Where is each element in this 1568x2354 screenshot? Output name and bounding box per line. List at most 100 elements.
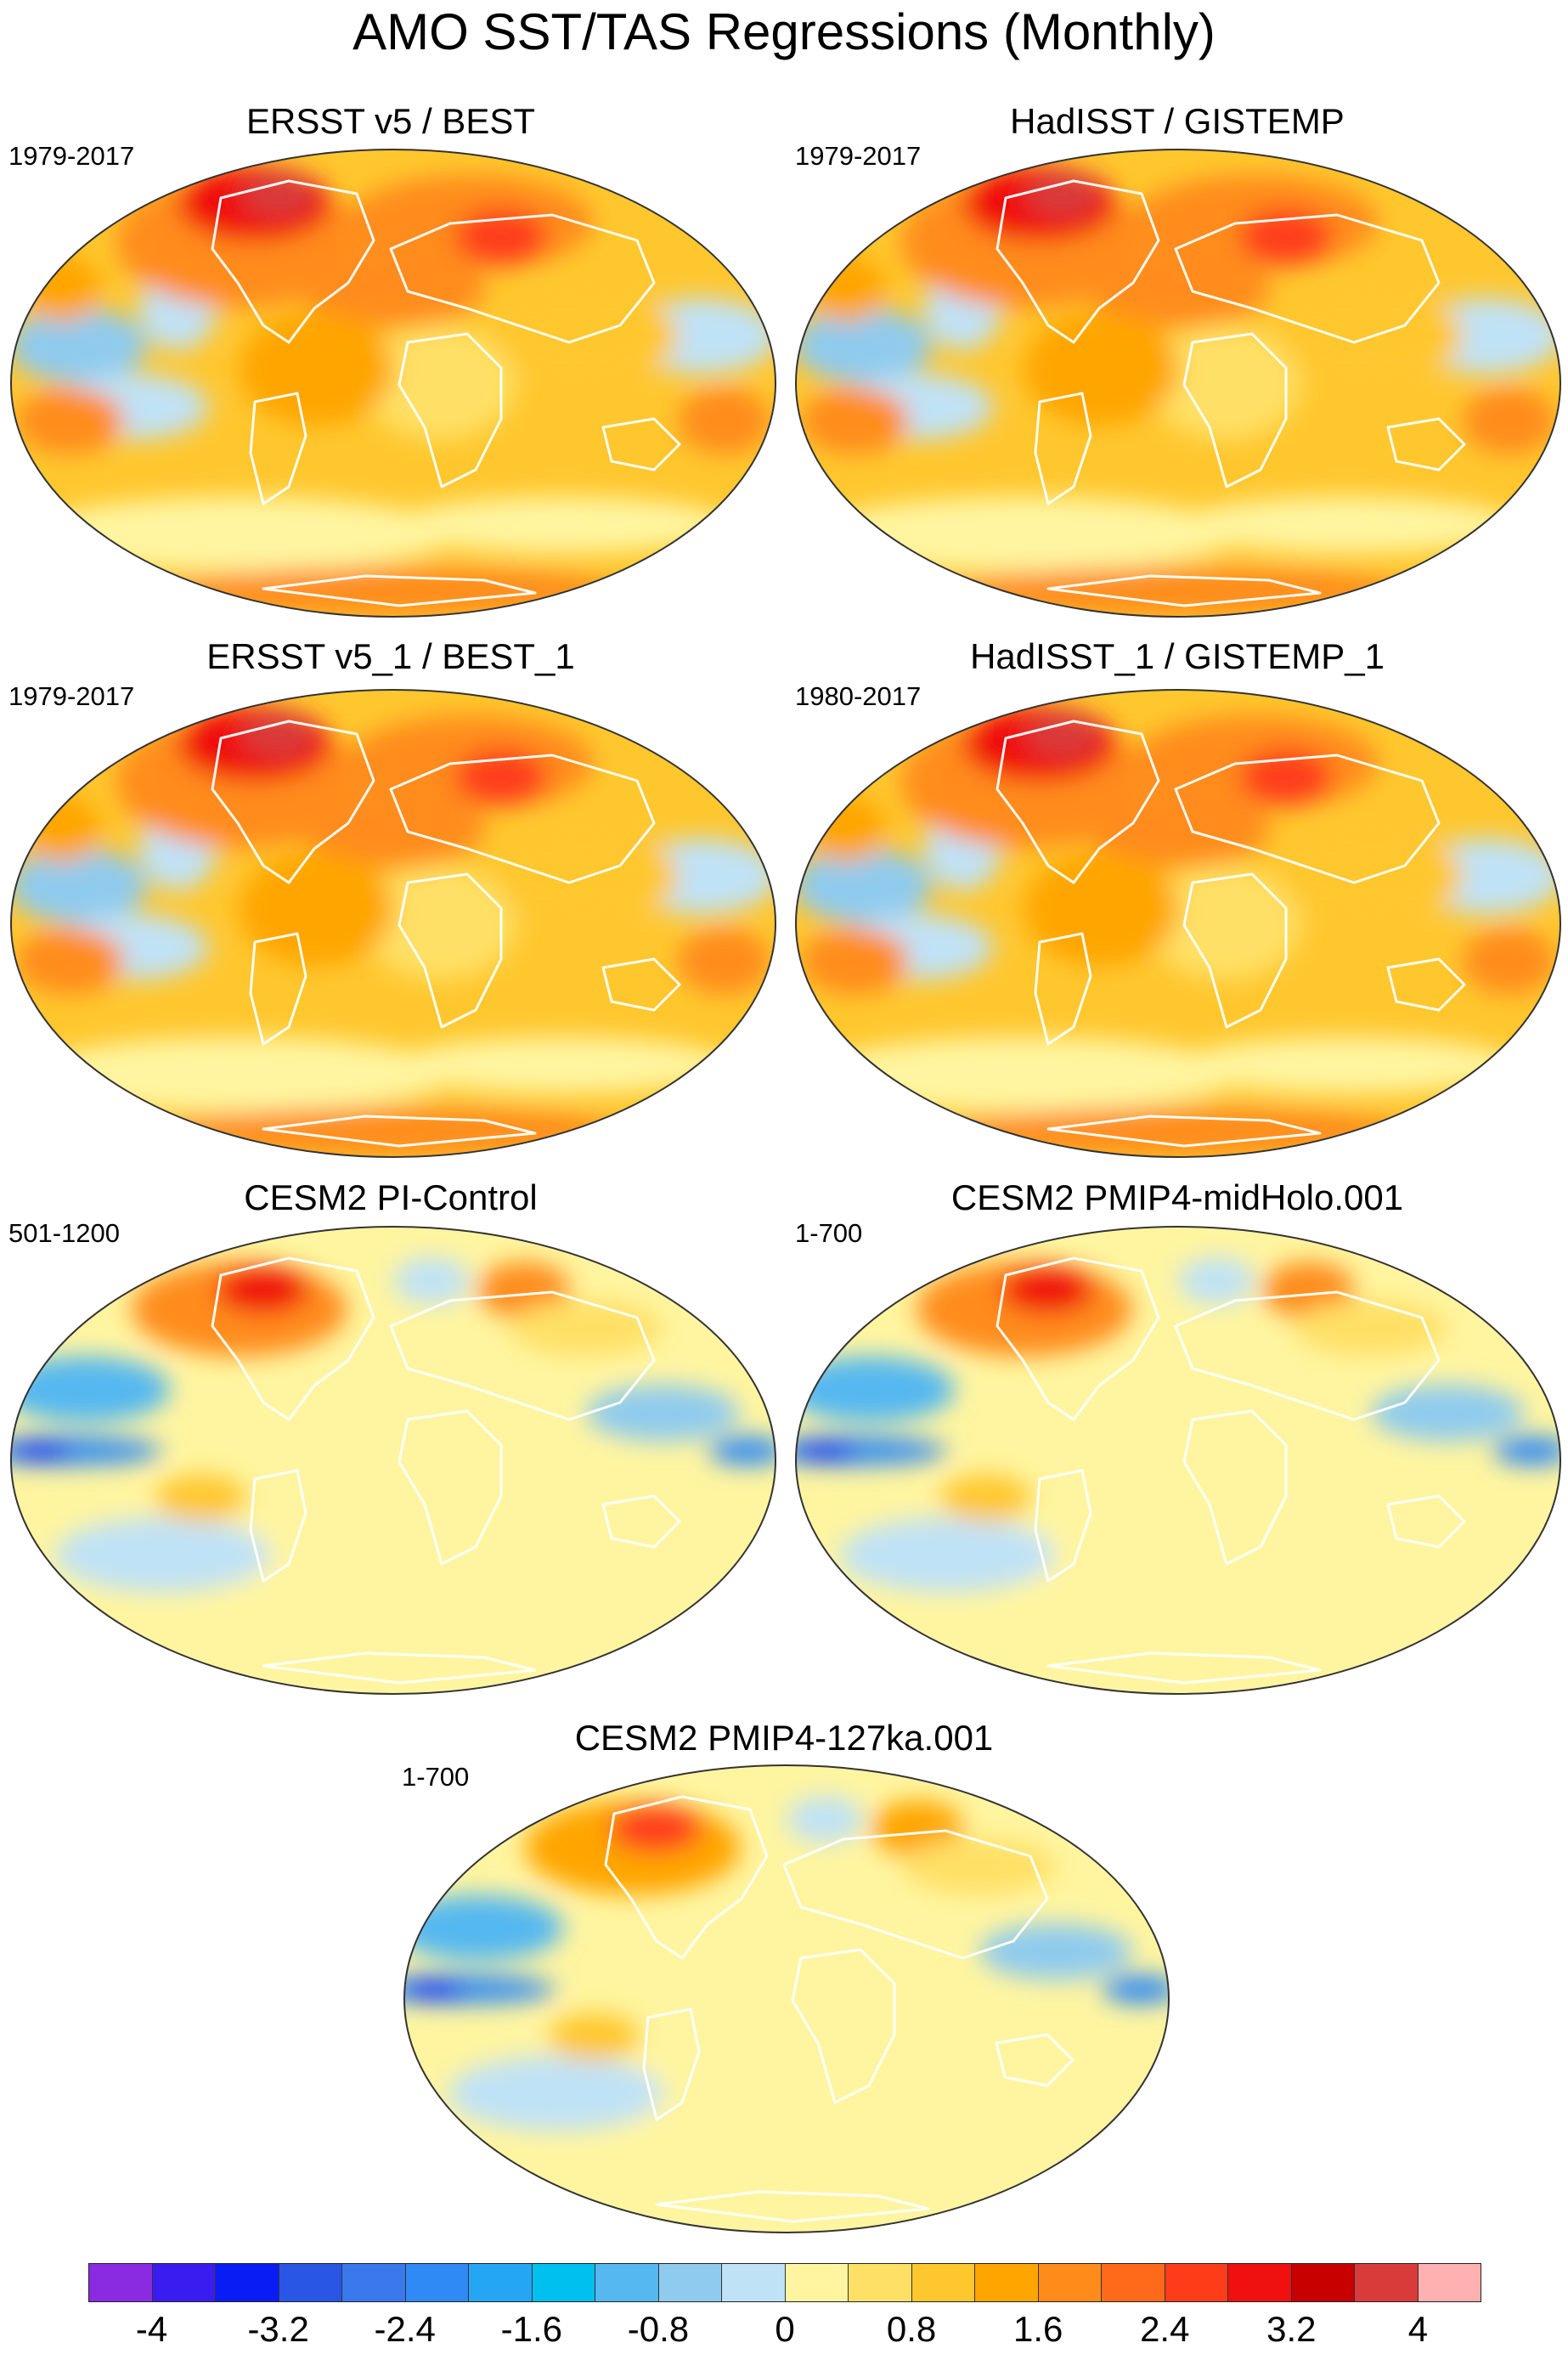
- anomaly-region: [1147, 326, 1301, 440]
- anomaly-region: [11, 848, 148, 924]
- coastline: [1034, 932, 1092, 1046]
- colorbar-tick-label: -0.8: [627, 2309, 690, 2349]
- coastline: [262, 1651, 537, 1685]
- map-border: [10, 149, 776, 618]
- coastline: [262, 574, 537, 607]
- anomaly-region: [985, 1488, 1448, 1622]
- anomaly-region: [1178, 1256, 1255, 1305]
- anomaly-region: [162, 567, 624, 615]
- anomaly-region: [362, 867, 516, 980]
- panel-period: 1979-2017: [795, 141, 922, 171]
- coastline: [1046, 574, 1322, 607]
- anomaly-region: [1178, 1036, 1517, 1094]
- anomaly-region: [155, 1474, 247, 1522]
- map-panel-3: [795, 689, 1561, 1158]
- coastline: [996, 1256, 1160, 1421]
- colorbar: [88, 2263, 1481, 2302]
- map-border: [403, 1764, 1170, 2233]
- anomaly-region: [1370, 1385, 1525, 1442]
- anomaly-region: [809, 1036, 1240, 1113]
- coastline: [211, 720, 375, 884]
- coastline: [996, 720, 1160, 884]
- anomaly-region: [585, 1385, 740, 1442]
- coastline: [642, 2007, 701, 2121]
- panel-title: HadISST / GISTEMP: [1010, 101, 1345, 141]
- anomaly-region: [1147, 867, 1301, 980]
- anomaly-region: [1239, 748, 1333, 805]
- coastline: [389, 1290, 656, 1421]
- coastline: [1174, 213, 1441, 344]
- coastline: [1174, 754, 1441, 884]
- anomaly-region: [609, 1805, 702, 1853]
- panel-period: 1979-2017: [8, 141, 135, 171]
- anomaly-region: [1024, 852, 1178, 967]
- colorbar-tick-label: 1.6: [1012, 2309, 1063, 2349]
- anomaly-region: [1463, 387, 1555, 454]
- anomaly-region: [678, 387, 770, 454]
- panel-period: 1-700: [795, 1218, 863, 1248]
- anomaly-region: [787, 1795, 864, 1843]
- map-panel-6: [403, 1764, 1170, 2233]
- map-border: [795, 1226, 1561, 1695]
- colorbar-swatch: [911, 2264, 975, 2301]
- anomaly-region: [123, 1606, 586, 1674]
- anomaly-region: [239, 852, 393, 967]
- colorbar-swatch: [975, 2264, 1039, 2301]
- panel-title: ERSST v5 / BEST: [246, 101, 535, 141]
- coastline: [1174, 1290, 1441, 1421]
- anomaly-region: [678, 928, 770, 995]
- colorbar-tick-label: -4: [135, 2309, 168, 2349]
- colorbar-swatch: [595, 2264, 659, 2301]
- anomaly-region: [901, 1837, 1057, 1895]
- anomaly-region: [809, 496, 1240, 573]
- colorbar-swatch: [1291, 2264, 1355, 2301]
- anomaly-region: [216, 1267, 309, 1314]
- map-border: [795, 689, 1561, 1158]
- coastline: [1386, 417, 1466, 471]
- anomaly-region: [404, 1894, 564, 1962]
- coastline: [1182, 872, 1288, 1029]
- colorbar-swatch: [658, 2264, 722, 2301]
- map-panel-1: [795, 149, 1561, 618]
- anomaly-region: [454, 748, 548, 805]
- anomaly-region: [404, 1979, 464, 2000]
- colorbar-swatch: [1165, 2264, 1228, 2301]
- anomaly-region: [16, 928, 124, 995]
- anomaly-region: [708, 1437, 776, 1465]
- anomaly-region: [1024, 710, 1102, 759]
- colorbar-swatch: [469, 2264, 533, 2301]
- map-border: [10, 1226, 776, 1695]
- coastline: [249, 932, 307, 1046]
- coastline: [996, 179, 1160, 344]
- coastline: [1182, 1409, 1288, 1566]
- map-border: [10, 689, 776, 1158]
- coastline: [1034, 1469, 1092, 1583]
- coastline: [262, 1115, 537, 1148]
- map-panel-5: [795, 1226, 1561, 1695]
- anomaly-region: [796, 1441, 855, 1461]
- panel-period: 501-1200: [8, 1218, 121, 1248]
- anomaly-region: [393, 496, 732, 554]
- coastline: [211, 1256, 375, 1421]
- anomaly-region: [796, 308, 933, 384]
- anomaly-region: [979, 1923, 1133, 1980]
- anomaly-region: [1239, 208, 1333, 265]
- coastline: [389, 213, 656, 344]
- colorbar-swatch: [152, 2264, 216, 2301]
- anomaly-region: [796, 1356, 956, 1423]
- map-panel-2: [10, 689, 776, 1158]
- coastline: [249, 392, 307, 505]
- map-panel-4: [10, 1226, 776, 1695]
- anomaly-region: [594, 2027, 1057, 2160]
- anomaly-region: [24, 1036, 455, 1113]
- coastline: [398, 1409, 503, 1566]
- coastline: [389, 754, 656, 884]
- colorbar-swatch: [279, 2264, 342, 2301]
- coastline: [398, 872, 503, 1029]
- colorbar-swatch: [342, 2264, 406, 2301]
- anomaly-region: [1086, 791, 1271, 867]
- anomaly-region: [516, 2145, 979, 2212]
- colorbar-swatch: [89, 2264, 153, 2301]
- colorbar-tick-label: -2.4: [374, 2309, 436, 2349]
- anomaly-region: [1493, 1437, 1560, 1465]
